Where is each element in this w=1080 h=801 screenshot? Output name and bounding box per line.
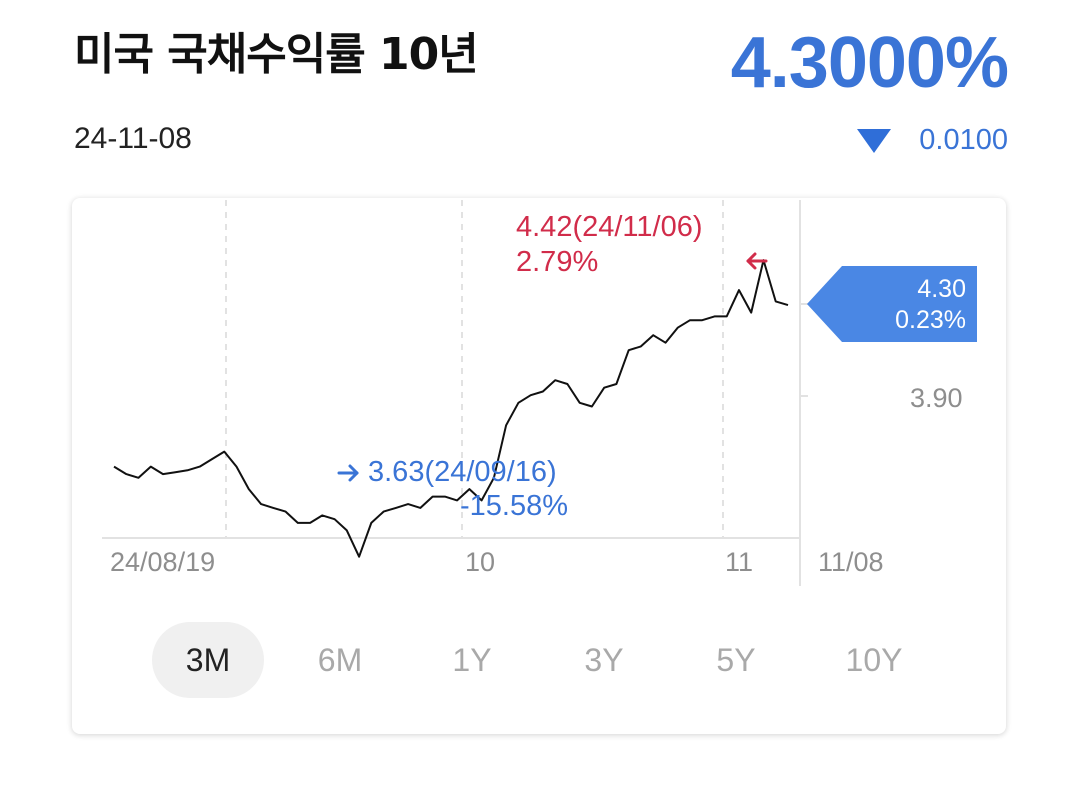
current-value-text: 4.30 <box>917 275 966 303</box>
period-button-3m[interactable]: 3M <box>152 622 264 698</box>
high-annotation-pct: 2.79% <box>516 246 598 278</box>
period-button-10y[interactable]: 10Y <box>845 641 903 678</box>
current-pct-text: 0.23% <box>895 306 966 334</box>
x-tick-label-2: 10 <box>465 547 495 577</box>
yield-chart[interactable]: 24/08/19 10 11 11/08 3.90 4.42(24/11/06)… <box>72 198 1006 598</box>
low-annotation-value: 3.63(24/09/16) <box>368 456 557 488</box>
period-button-3y[interactable]: 3Y <box>584 641 624 678</box>
current-yield: 4.3000% <box>730 23 1009 103</box>
change-indicator: 0.0100 <box>857 124 1008 157</box>
high-annotation-value: 4.42(24/11/06) <box>516 211 703 243</box>
low-annotation-pct: -15.58% <box>460 490 568 522</box>
chart-card: 24/08/19 10 11 11/08 3.90 4.42(24/11/06)… <box>72 198 1006 734</box>
right-arrow-icon <box>337 464 359 482</box>
x-tick-label-3: 11 <box>725 547 753 577</box>
down-triangle-icon <box>857 128 892 153</box>
y-tick-label: 3.90 <box>910 383 963 413</box>
period-button-6m[interactable]: 6M <box>317 641 363 678</box>
change-value: 0.0100 <box>919 124 1008 156</box>
period-button-5y[interactable]: 5Y <box>716 641 756 678</box>
x-tick-label-4: 11/08 <box>818 547 884 577</box>
period-selector: 3M 6M 1Y 3Y 5Y 10Y <box>152 622 1012 698</box>
left-arrow-icon <box>746 252 768 270</box>
quote-date: 24-11-08 <box>74 122 192 155</box>
x-tick-label-1: 24/08/19 <box>110 547 215 577</box>
page-title: 미국 국채수익률 10년 <box>74 29 479 80</box>
current-value-tag <box>807 266 977 342</box>
series-line <box>113 259 789 558</box>
period-button-1y[interactable]: 1Y <box>452 641 492 678</box>
